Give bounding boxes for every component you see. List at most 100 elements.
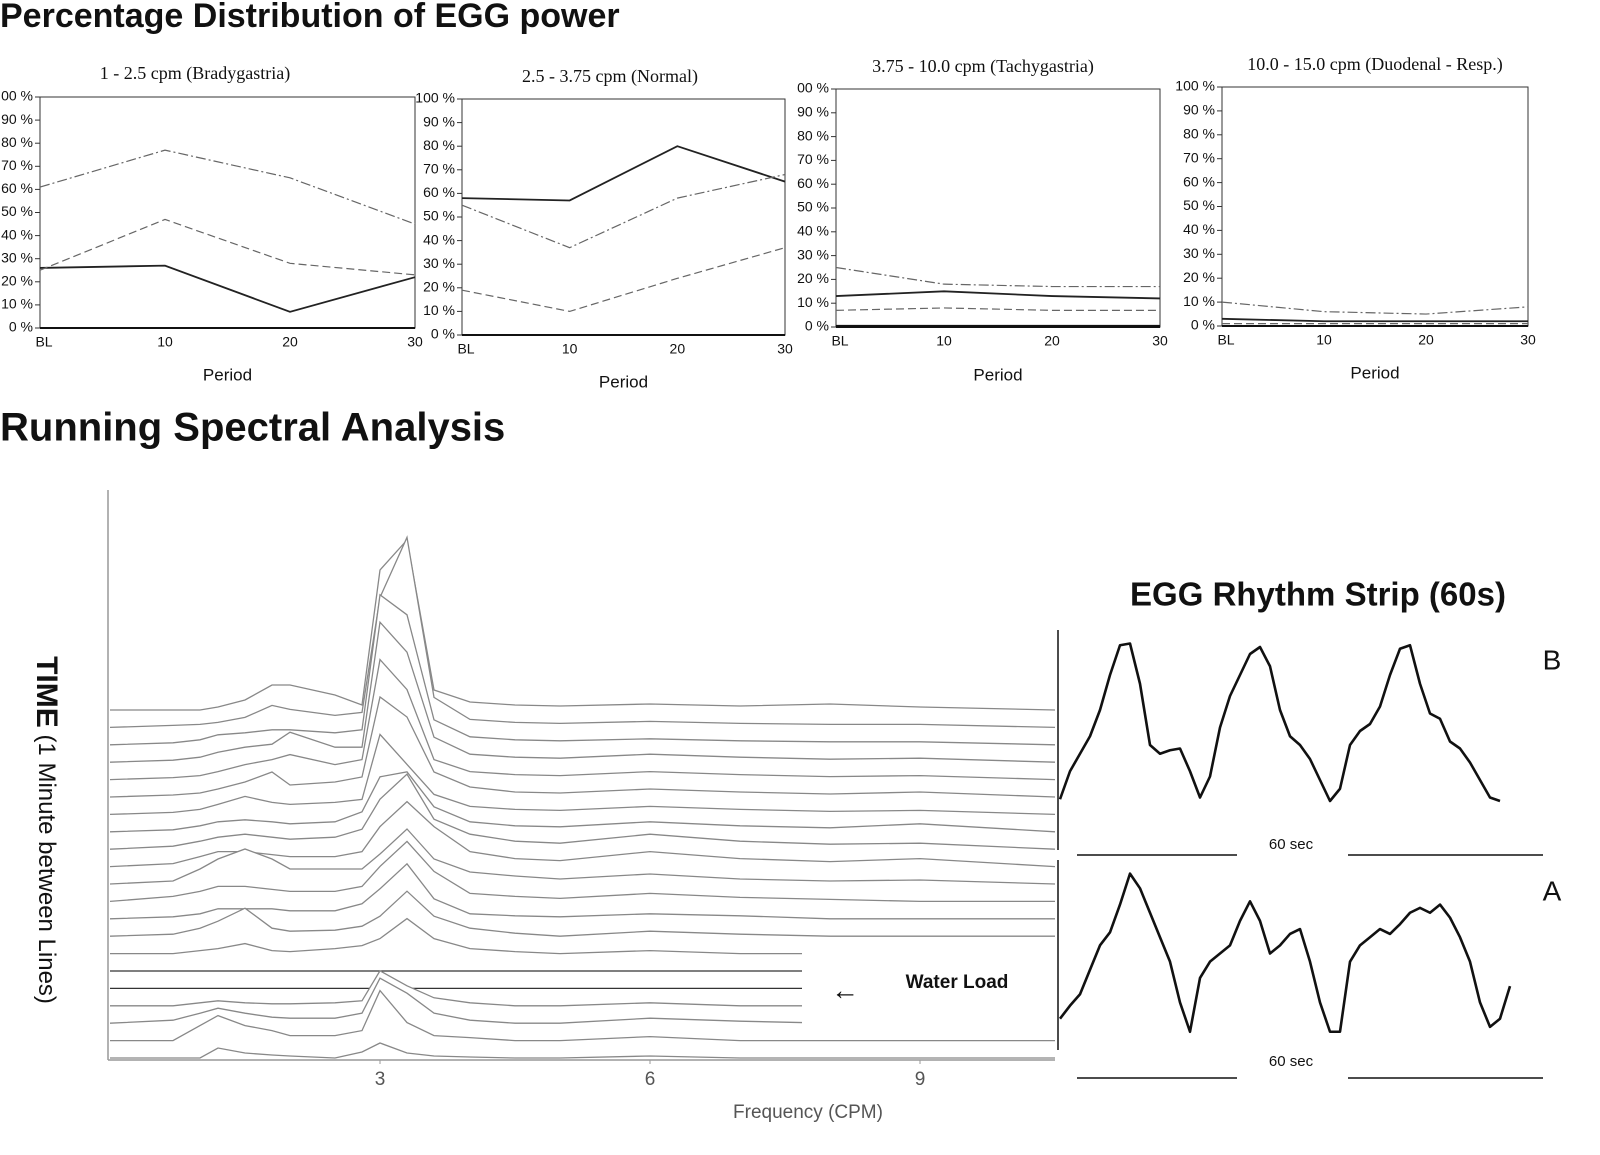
y-tick-label: 70 % bbox=[423, 161, 455, 177]
x-tick-label: 30 bbox=[407, 334, 423, 350]
spectrum-trace bbox=[109, 800, 1056, 868]
spectrum-trace bbox=[109, 771, 1056, 833]
x-tick-label: 20 bbox=[282, 334, 298, 350]
x-axis-label: Frequency (CPM) bbox=[733, 1102, 883, 1123]
series-line bbox=[835, 290, 1161, 300]
y-tick-label: 50 % bbox=[1183, 197, 1215, 213]
y-tick-label: 60 % bbox=[1183, 173, 1215, 189]
y-tick-label: 40 % bbox=[797, 223, 829, 239]
y-tick-label: 0 % bbox=[9, 319, 33, 335]
y-tick-label: 40 % bbox=[1, 226, 33, 242]
y-tick-label: 60 % bbox=[797, 175, 829, 191]
x-tick-label: 6 bbox=[645, 1069, 656, 1090]
plot-frame bbox=[835, 88, 1161, 328]
y-tick-label: 10 % bbox=[1183, 293, 1215, 309]
x-tick-label: 20 bbox=[1418, 332, 1434, 348]
y-tick-label: 10 % bbox=[1, 296, 33, 312]
spectrum-trace bbox=[109, 862, 1055, 920]
x-tick-label: BL bbox=[1217, 332, 1234, 348]
y-tick-label: 0 % bbox=[431, 326, 455, 342]
x-tick-label: 10 bbox=[562, 341, 578, 357]
x-axis-label: Period bbox=[599, 372, 648, 391]
series-line bbox=[1221, 301, 1529, 315]
x-axis-label: Period bbox=[973, 365, 1022, 384]
y-tick-label: 90 % bbox=[1, 111, 33, 127]
y-tick-label: 70 % bbox=[1, 157, 33, 173]
y-tick-label: 60 % bbox=[423, 184, 455, 200]
y-axis-label-main: TIME bbox=[30, 656, 63, 728]
y-tick-label: 100 % bbox=[415, 90, 455, 106]
spectrum-trace bbox=[109, 695, 1056, 798]
spectrum-trace bbox=[109, 593, 1056, 746]
series-line bbox=[39, 264, 416, 313]
y-tick-label: 50 % bbox=[797, 199, 829, 215]
x-tick-label: 20 bbox=[670, 341, 686, 357]
spectrum-trace bbox=[109, 977, 1055, 1024]
series-line bbox=[835, 266, 1160, 288]
x-tick-label: 9 bbox=[915, 1069, 926, 1090]
y-tick-label: 00 % bbox=[797, 80, 829, 96]
y-tick-label: 0 % bbox=[1191, 317, 1215, 333]
annotation-box bbox=[802, 945, 1055, 1025]
y-tick-label: 0 % bbox=[805, 318, 829, 334]
spectrum-trace bbox=[109, 773, 1056, 850]
spectrum-trace bbox=[110, 969, 1055, 1007]
y-tick-label: 90 % bbox=[1183, 102, 1215, 118]
trace-mask bbox=[110, 990, 1055, 1060]
egg-waveform bbox=[1058, 872, 1512, 1034]
x-tick-label: BL bbox=[831, 333, 848, 349]
y-tick-label: 30 % bbox=[1183, 245, 1215, 261]
x-axis-label: Period bbox=[1350, 363, 1399, 382]
y-tick-label: 00 % bbox=[1, 88, 33, 104]
spectrum-trace bbox=[109, 620, 1056, 763]
y-tick-label: 90 % bbox=[797, 104, 829, 120]
y-tick-label: 20 % bbox=[797, 270, 829, 286]
strip-letter: A bbox=[1543, 875, 1562, 906]
y-tick-label: 90 % bbox=[423, 113, 455, 129]
spectrum-trace bbox=[109, 658, 1056, 781]
y-tick-label: 30 % bbox=[423, 255, 455, 271]
series-line bbox=[461, 145, 786, 202]
y-tick-label: 10 % bbox=[797, 294, 829, 310]
annotation-arrow: ← bbox=[831, 974, 859, 1005]
y-tick-label: 50 % bbox=[423, 208, 455, 224]
x-tick-label: 30 bbox=[777, 341, 793, 357]
y-tick-label: 80 % bbox=[1, 134, 33, 150]
y-tick-label: 40 % bbox=[1183, 221, 1215, 237]
y-tick-label: 20 % bbox=[1183, 269, 1215, 285]
scale-label: 60 sec bbox=[1269, 1053, 1314, 1070]
y-tick-label: 100 % bbox=[1175, 78, 1215, 94]
x-tick-label: BL bbox=[35, 334, 52, 350]
y-tick-label: 20 % bbox=[423, 279, 455, 295]
scale-label: 60 sec bbox=[1269, 836, 1314, 853]
y-tick-label: 70 % bbox=[1183, 149, 1215, 165]
spectrum-trace bbox=[110, 989, 1055, 1042]
plot-frame bbox=[1221, 86, 1529, 327]
chart-title: 10.0 - 15.0 cpm (Duodenal - Resp.) bbox=[1247, 54, 1502, 75]
annotation: Water Load bbox=[906, 972, 1009, 993]
y-tick-label: 60 % bbox=[1, 180, 33, 196]
spectrum-trace bbox=[109, 890, 1055, 937]
y-tick-label: 10 % bbox=[423, 302, 455, 318]
heading: Running Spectral Analysis bbox=[0, 406, 505, 450]
egg-waveform bbox=[1058, 642, 1501, 803]
y-tick-label: 80 % bbox=[1183, 126, 1215, 142]
spectrum-trace bbox=[109, 840, 1055, 903]
chart-title: 2.5 - 3.75 cpm (Normal) bbox=[522, 66, 698, 87]
y-tick-label: 70 % bbox=[797, 151, 829, 167]
spectrum-trace bbox=[109, 828, 1056, 885]
spectrum-trace bbox=[110, 538, 1056, 711]
series-line bbox=[1221, 317, 1528, 323]
spectrum-trace bbox=[110, 1042, 1055, 1059]
spectrum-trace bbox=[110, 917, 1055, 955]
series-line bbox=[835, 307, 1160, 311]
x-tick-label: 20 bbox=[1044, 333, 1060, 349]
x-tick-label: 30 bbox=[1152, 333, 1168, 349]
heading: Percentage Distribution of EGG power bbox=[0, 0, 620, 35]
y-tick-label: 50 % bbox=[1, 203, 33, 219]
y-tick-label: 20 % bbox=[1, 273, 33, 289]
x-tick-label: 10 bbox=[1316, 332, 1332, 348]
spectrum-trace bbox=[109, 733, 1056, 816]
x-tick-label: 10 bbox=[936, 333, 952, 349]
y-tick-label: 80 % bbox=[797, 127, 829, 143]
